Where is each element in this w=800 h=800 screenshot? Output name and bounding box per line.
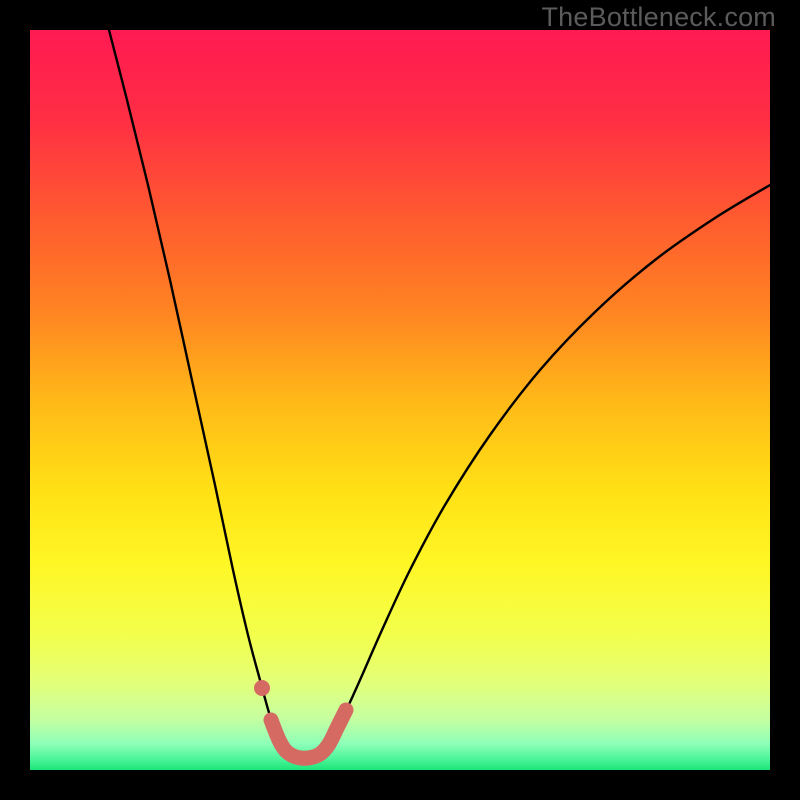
gradient-background [30, 30, 770, 770]
chart-stage: TheBottleneck.com [0, 0, 800, 800]
plot-area [30, 30, 770, 770]
plot-svg [30, 30, 770, 770]
watermark-text: TheBottleneck.com [541, 2, 776, 33]
highlight-dot [254, 680, 270, 696]
